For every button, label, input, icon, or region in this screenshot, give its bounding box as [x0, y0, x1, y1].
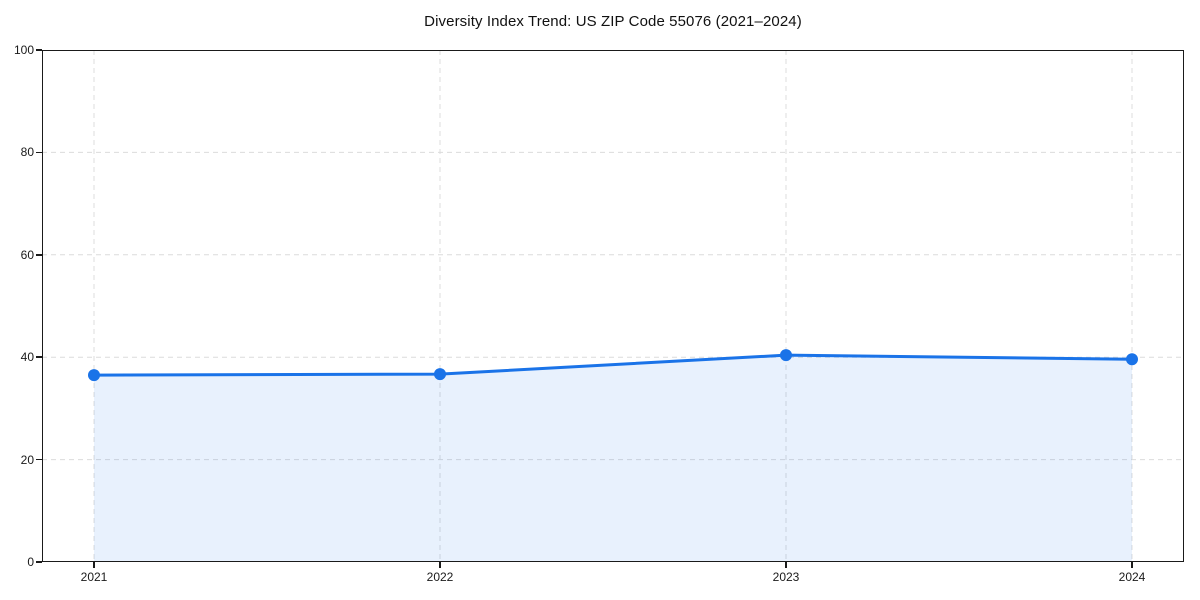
chart-title: Diversity Index Trend: US ZIP Code 55076…	[424, 13, 802, 30]
plot-area	[42, 50, 1184, 562]
y-tick-mark	[36, 151, 42, 154]
y-tick-label: 20	[20, 452, 34, 467]
y-tick-mark	[36, 356, 42, 358]
y-tick-label: 100	[13, 43, 34, 57]
y-tick-mark	[36, 561, 42, 563]
area-fill	[94, 355, 1132, 562]
x-tick-label: 2021	[80, 570, 108, 584]
x-tick-label: 2022	[426, 570, 454, 584]
y-tick-mark	[36, 49, 42, 51]
y-tick-label: 80	[20, 145, 34, 160]
y-tick-label: 0	[27, 555, 34, 569]
data-point-marker	[88, 369, 100, 382]
x-tick-mark	[1131, 562, 1133, 568]
x-tick-mark	[93, 562, 95, 568]
x-tick-label: 2024	[1118, 570, 1146, 584]
x-tick-mark	[439, 562, 441, 568]
trend-line	[92, 353, 1134, 377]
line-chart-canvas	[42, 50, 1184, 562]
y-tick-mark	[36, 254, 42, 256]
data-point-marker	[780, 349, 792, 362]
data-point-marker	[1126, 353, 1138, 366]
x-tick-mark	[785, 562, 787, 568]
data-point-marker	[434, 368, 446, 381]
y-tick-mark	[36, 458, 42, 461]
y-tick-label: 40	[20, 350, 34, 365]
y-tick-label: 60	[20, 247, 34, 262]
x-tick-label: 2023	[772, 570, 800, 584]
